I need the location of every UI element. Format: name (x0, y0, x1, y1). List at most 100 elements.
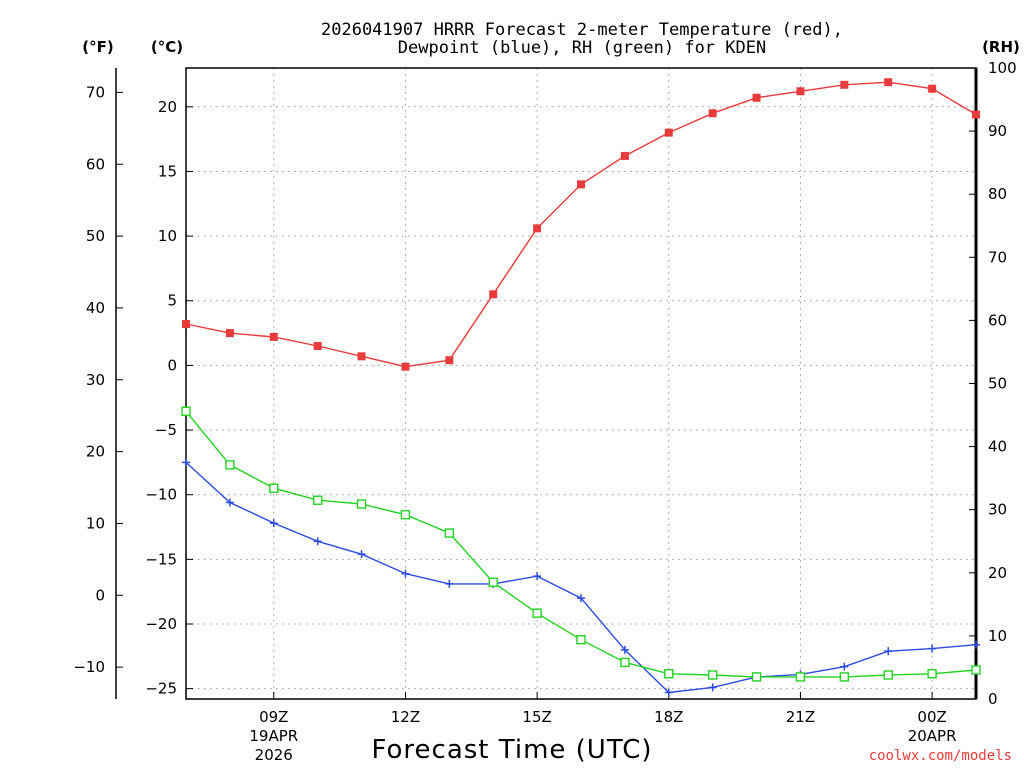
rh-tick-label: 10 (988, 627, 1007, 645)
dewpoint-point (401, 569, 410, 578)
plot-frame (185, 67, 977, 700)
celsius-tick-label: 10 (158, 227, 177, 245)
dewpoint-point (445, 579, 454, 588)
temperature-point (445, 356, 454, 365)
grid (186, 68, 976, 699)
fahrenheit-unit-label: (°F) (82, 38, 113, 56)
rh-point (795, 672, 806, 682)
rh-point (927, 669, 937, 679)
rh-point (269, 483, 279, 493)
rh-point (312, 495, 323, 505)
rh-tick-label: 80 (988, 185, 1007, 203)
x-axis-label: Forecast Time (UTC) (371, 735, 652, 765)
celsius-unit-label: (°C) (151, 38, 183, 56)
dewpoint-series (182, 458, 980, 697)
x-tick-label: 2026 (255, 746, 293, 764)
celsius-tick-label: 20 (158, 98, 177, 116)
x-tick-label: 15Z (522, 708, 551, 726)
rh-tick-label: 30 (988, 501, 1007, 519)
temperature-point (752, 93, 761, 102)
dewpoint-point (269, 519, 278, 528)
temperature-point (708, 109, 717, 118)
celsius-tick-label: −20 (145, 615, 177, 633)
dewpoint-point (182, 458, 190, 467)
dewpoint-point (928, 644, 937, 653)
temperature-point (664, 128, 673, 137)
temperature-point (401, 362, 410, 371)
rh-tick-label: 50 (988, 375, 1007, 393)
fahrenheit-tick-label: 0 (95, 586, 105, 604)
rh-point (576, 634, 586, 645)
celsius-tick-label: −5 (155, 421, 177, 439)
celsius-tick-label: 15 (158, 162, 177, 180)
x-tick-label: 19APR (249, 727, 298, 745)
temperature-point (357, 352, 366, 361)
dewpoint-point (664, 688, 673, 697)
rh-tick-label: 100 (988, 59, 1017, 77)
temperature-point (313, 342, 322, 351)
temperature-point (182, 320, 190, 329)
credit-text: coolwx.com/models (869, 748, 1012, 764)
temperature-series (182, 78, 980, 371)
temperature-point (225, 329, 234, 338)
fahrenheit-tick-label: 40 (86, 299, 105, 317)
temperature-point (489, 290, 498, 299)
rh-tick-label: 70 (988, 248, 1007, 266)
fahrenheit-tick-label: 20 (86, 443, 105, 461)
chart-title-line2: Dewpoint (blue), RH (green) for KDEN (398, 38, 766, 58)
dewpoint-point (708, 683, 717, 692)
dewpoint-point (313, 537, 322, 546)
dewpoint-point (620, 645, 629, 654)
x-tick-label: 20APR (908, 727, 957, 745)
dewpoint-point (357, 550, 366, 559)
fahrenheit-tick-label: 70 (86, 83, 105, 101)
celsius-tick-label: 0 (167, 356, 177, 374)
temperature-point (533, 224, 542, 233)
rh-point (839, 672, 850, 682)
rh-point (971, 665, 981, 675)
rh-unit-label: (RH) (982, 38, 1020, 56)
fahrenheit-tick-label: 30 (86, 371, 105, 389)
x-tick-label: 21Z (786, 708, 815, 726)
dewpoint-point (225, 498, 234, 507)
rh-tick-label: 40 (988, 438, 1007, 456)
temperature-line (185, 81, 977, 368)
temperature-point (796, 87, 805, 96)
rh-point (532, 608, 542, 618)
fahrenheit-tick-label: 60 (86, 155, 105, 173)
temperature-point (884, 78, 893, 87)
temperature-point (972, 110, 980, 119)
x-tick-label: 18Z (654, 708, 683, 726)
rh-point (883, 670, 893, 680)
rh-point (225, 460, 235, 470)
rh-tick-label: 20 (988, 564, 1007, 582)
rh-point (181, 406, 191, 416)
dewpoint-point (533, 572, 542, 581)
temperature-point (269, 332, 278, 341)
fahrenheit-tick-label: −10 (73, 658, 105, 676)
rh-point (400, 510, 411, 520)
rh-tick-label: 60 (988, 311, 1007, 329)
chart-title-line1: 2026041907 HRRR Forecast 2-meter Tempera… (321, 20, 843, 40)
temperature-point (577, 180, 585, 189)
fahrenheit-tick-label: 50 (86, 227, 105, 245)
dewpoint-point (577, 594, 585, 603)
rh-point (664, 669, 674, 679)
dewpoint-point (840, 662, 849, 671)
temperature-point (620, 151, 629, 160)
celsius-tick-label: 5 (167, 292, 177, 310)
celsius-tick-label: −10 (145, 486, 177, 504)
rh-tick-label: 0 (988, 690, 998, 708)
rh-point (620, 657, 630, 668)
x-tick-label: 00Z (917, 708, 946, 726)
x-tick-label: 12Z (391, 708, 420, 726)
rh-point (488, 577, 498, 587)
temperature-point (928, 84, 937, 93)
dewpoint-point (972, 640, 980, 649)
rh-tick-label: 90 (988, 122, 1007, 140)
rh-series (181, 406, 981, 682)
rh-point (707, 670, 718, 680)
